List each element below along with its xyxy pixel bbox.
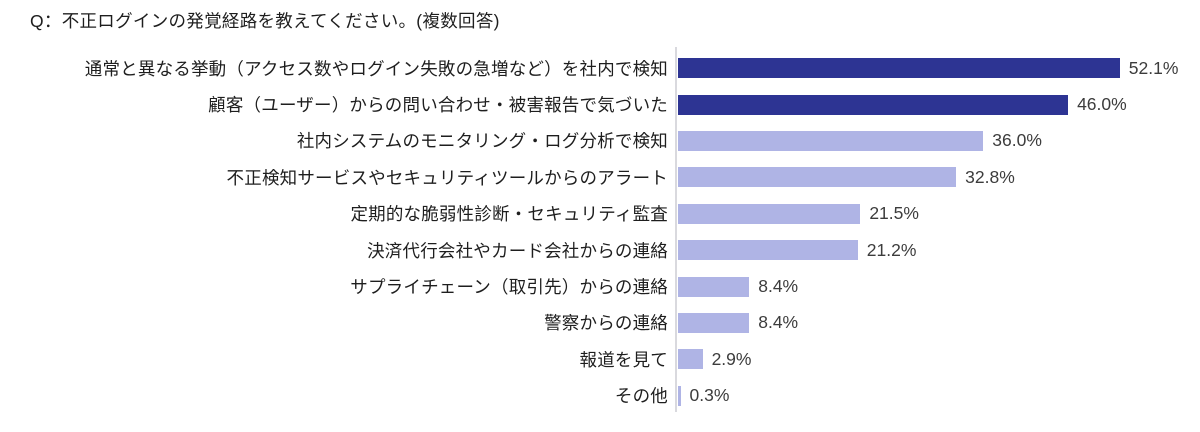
bar [678, 130, 984, 151]
y-axis-line [675, 47, 677, 412]
chart-row: 不正検知サービスやセキュリティツールからのアラート 32.8% [0, 159, 1200, 195]
bar [678, 203, 861, 224]
bar [678, 385, 681, 406]
bar [678, 312, 750, 333]
chart-row: 警察からの連絡 8.4% [0, 305, 1200, 341]
value-label: 8.4% [758, 312, 799, 333]
value-label: 21.2% [866, 239, 917, 260]
value-label: 2.9% [711, 348, 752, 369]
chart-title: Q：不正ログインの発覚経路を教えてください。(複数回答) [30, 11, 500, 31]
bar [678, 167, 957, 188]
category-label: 顧客（ユーザー）からの問い合わせ・被害報告で気づいた [208, 95, 668, 116]
chart-rows: 通常と異なる挙動（アクセス数やログイン失敗の急増など）を社内で検知 52.1% 顧客… [0, 50, 1200, 414]
category-label: 通常と異なる挙動（アクセス数やログイン失敗の急増など）を社内で検知 [84, 58, 668, 79]
category-label: 不正検知サービスやセキュリティツールからのアラート [226, 167, 668, 188]
category-label: サプライチェーン（取引先）からの連絡 [350, 277, 668, 298]
bar [678, 94, 1069, 115]
plot-area: 通常と異なる挙動（アクセス数やログイン失敗の急増など）を社内で検知 52.1% 顧客… [0, 47, 1200, 418]
chart-row: 決済代行会社やカード会社からの連絡 21.2% [0, 232, 1200, 268]
value-label: 52.1% [1128, 57, 1179, 78]
value-label: 8.4% [758, 276, 799, 297]
bar [678, 276, 750, 297]
category-label: 社内システムのモニタリング・ログ分析で検知 [296, 131, 668, 152]
value-label: 32.8% [965, 166, 1015, 187]
bar [678, 58, 1120, 79]
value-label: 0.3% [689, 385, 730, 406]
value-label: 46.0% [1077, 94, 1127, 115]
category-label: その他 [614, 386, 668, 407]
category-label: 警察からの連絡 [544, 313, 668, 334]
chart-row: 通常と異なる挙動（アクセス数やログイン失敗の急増など）を社内で検知 52.1% [0, 50, 1200, 86]
category-label: 決済代行会社やカード会社からの連絡 [367, 240, 668, 261]
value-label: 36.0% [992, 130, 1042, 151]
chart-row: サプライチェーン（取引先）からの連絡 8.4% [0, 268, 1200, 304]
value-label: 21.5% [869, 203, 919, 224]
category-label: 報道を見て [579, 349, 668, 370]
chart-row: その他 0.3% [0, 378, 1200, 414]
bar [678, 240, 858, 261]
chart-row: 報道を見て 2.9% [0, 341, 1200, 377]
chart-row: 定期的な脆弱性診断・セキュリティ監査 21.5% [0, 196, 1200, 232]
chart-row: 社内システムのモニタリング・ログ分析で検知 36.0% [0, 123, 1200, 159]
chart-row: 顧客（ユーザー）からの問い合わせ・被害報告で気づいた 46.0% [0, 86, 1200, 122]
category-label: 定期的な脆弱性診断・セキュリティ監査 [350, 204, 668, 225]
bar [678, 349, 703, 370]
